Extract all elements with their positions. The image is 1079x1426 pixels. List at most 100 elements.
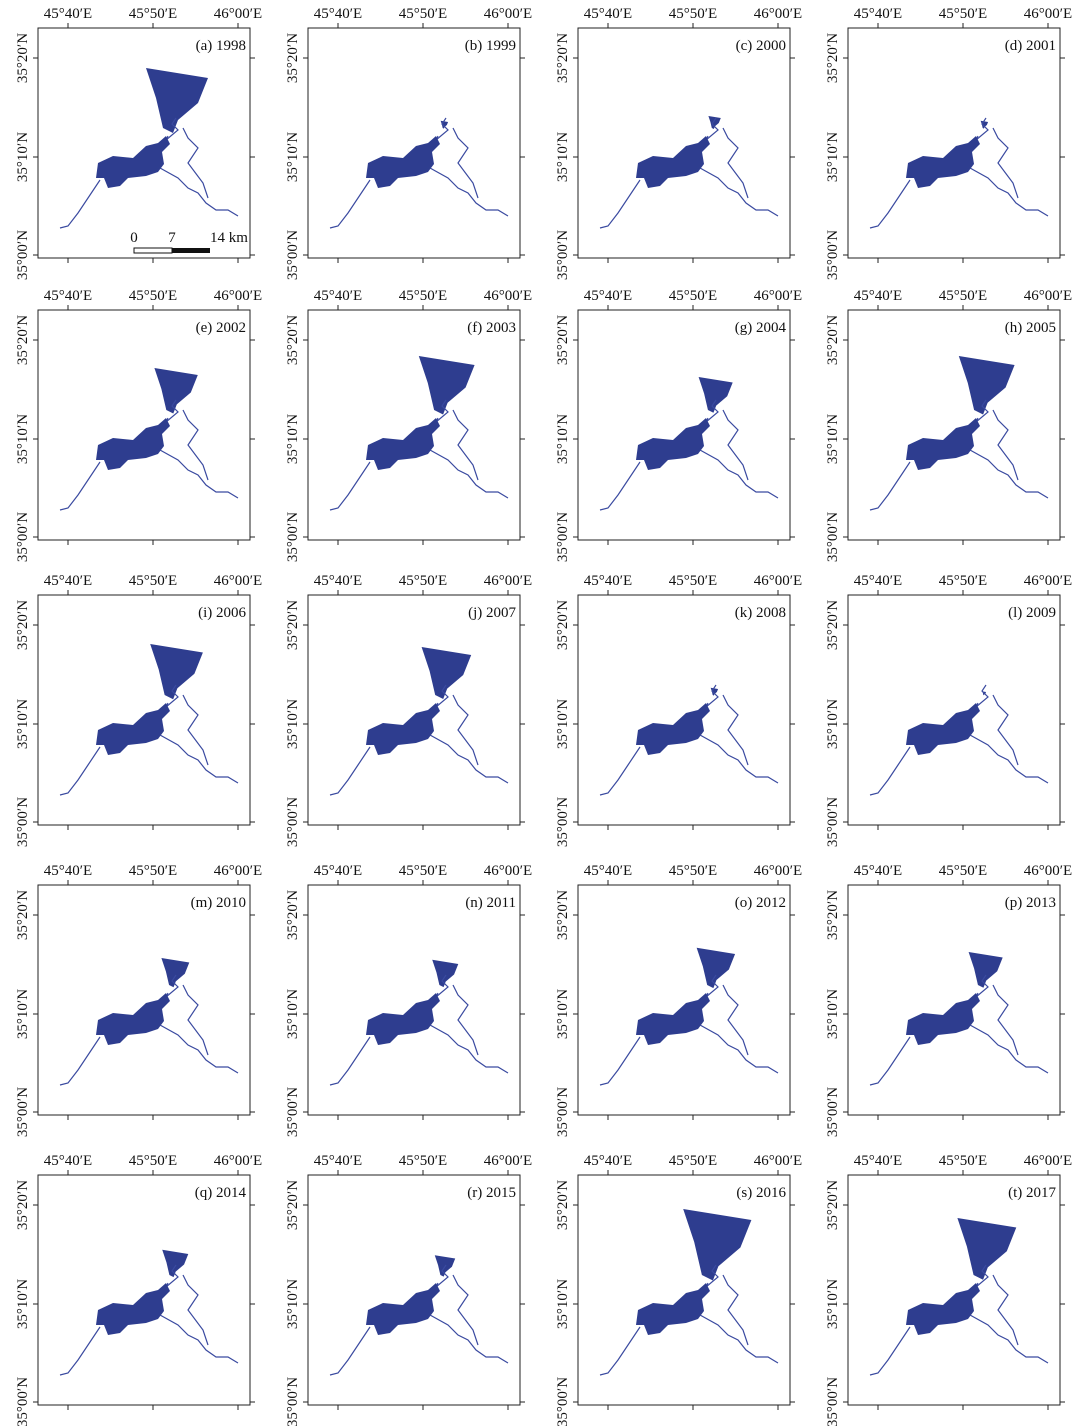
reservoir-main (906, 993, 980, 1045)
lon-tick-label: 45°40′E (44, 863, 92, 879)
river (969, 1024, 1049, 1074)
map-panel: 45°40′E 45°50′E 46°00′E 35°20′N 35°10′N 35°00… (15, 6, 262, 280)
panel-frame (307, 884, 521, 1116)
lat-tick-label: 35°00′N (825, 512, 841, 562)
panel-frame (37, 884, 251, 1116)
panel-frame (37, 594, 251, 826)
lon-tick-label: 46°00′E (214, 6, 262, 22)
lon-tick-label: 45°40′E (314, 863, 362, 879)
river (159, 449, 239, 499)
panel-frame (847, 594, 1061, 826)
reservoir-main (96, 703, 170, 755)
reservoir-upper (698, 377, 733, 413)
river (599, 179, 641, 229)
lon-tick-label: 46°00′E (1024, 6, 1072, 22)
lon-tick-label: 46°00′E (484, 6, 532, 22)
lat-tick-label: 35°00′N (15, 1087, 31, 1137)
panel-frame (577, 309, 791, 541)
river (992, 127, 1019, 199)
panel-frame (847, 309, 1061, 541)
river (599, 461, 641, 511)
panel-label: (b) 1999 (465, 38, 516, 54)
river (722, 1274, 749, 1346)
lat-tick-label: 35°00′N (15, 797, 31, 847)
map-panel: 45°40′E 45°50′E 46°00′E 35°20′N 35°10′N 35°00… (555, 1153, 802, 1426)
river (429, 167, 509, 217)
lon-tick-label: 45°40′E (44, 573, 92, 589)
lon-tick-label: 45°50′E (129, 1153, 177, 1169)
lat-tick-label: 35°10′N (15, 414, 31, 464)
river (329, 746, 371, 796)
river (59, 1036, 101, 1086)
reservoir-upper (440, 120, 449, 129)
river (992, 409, 1019, 481)
lon-tick-label: 45°40′E (854, 1153, 902, 1169)
lon-tick-label: 46°00′E (1024, 863, 1072, 879)
map-panel: 45°40′E 45°50′E 46°00′E 35°20′N 35°10′N 35°00… (555, 573, 802, 847)
reservoir-main (636, 703, 710, 755)
map-panel: 45°40′E 45°50′E 46°00′E 35°20′N 35°10′N 35°00… (285, 6, 532, 280)
river (429, 1024, 509, 1074)
lat-tick-label: 35°20′N (555, 890, 571, 940)
reservoir-upper (418, 356, 475, 415)
lat-tick-label: 35°20′N (285, 315, 301, 365)
lat-tick-label: 35°10′N (15, 699, 31, 749)
panel-label: (a) 1998 (196, 38, 246, 54)
river (329, 461, 371, 511)
river (599, 1036, 641, 1086)
reservoir-upper (710, 687, 719, 696)
lon-tick-label: 45°40′E (854, 573, 902, 589)
lat-tick-label: 35°00′N (15, 230, 31, 280)
lat-tick-label: 35°10′N (285, 699, 301, 749)
lat-tick-label: 35°00′N (285, 512, 301, 562)
lat-tick-label: 35°10′N (555, 414, 571, 464)
lon-tick-label: 46°00′E (214, 1153, 262, 1169)
scale-bar-black (172, 248, 210, 253)
panel-label: (g) 2004 (735, 320, 787, 336)
map-panel: 45°40′E 45°50′E 46°00′E 35°20′N 35°10′N 35°00… (285, 573, 532, 847)
panel-frame (37, 27, 251, 259)
lon-tick-label: 45°50′E (669, 1153, 717, 1169)
panel-frame (307, 1174, 521, 1406)
river (329, 1326, 371, 1376)
river (969, 449, 1049, 499)
lat-tick-label: 35°00′N (825, 230, 841, 280)
lon-tick-label: 45°50′E (129, 573, 177, 589)
reservoir-main (366, 136, 440, 188)
river (699, 449, 779, 499)
lat-tick-label: 35°20′N (555, 1180, 571, 1230)
lon-tick-label: 45°50′E (939, 288, 987, 304)
lat-tick-label: 35°10′N (285, 989, 301, 1039)
panel-frame (577, 884, 791, 1116)
river (869, 461, 911, 511)
panel-frame (577, 594, 791, 826)
lon-tick-label: 45°40′E (584, 1153, 632, 1169)
river (429, 449, 509, 499)
lat-tick-label: 35°20′N (825, 33, 841, 83)
river (969, 167, 1049, 217)
river (969, 1314, 1049, 1364)
lon-tick-label: 45°40′E (584, 863, 632, 879)
lon-tick-label: 45°40′E (584, 573, 632, 589)
lat-tick-label: 35°20′N (15, 315, 31, 365)
panel-label: (n) 2011 (465, 895, 516, 911)
reservoir-upper (162, 1249, 189, 1278)
panel-label: (m) 2010 (191, 895, 246, 911)
lat-tick-label: 35°00′N (285, 230, 301, 280)
river (699, 1024, 779, 1074)
lat-tick-label: 35°10′N (285, 1279, 301, 1329)
panel-frame (37, 1174, 251, 1406)
river (159, 167, 239, 217)
lat-tick-label: 35°10′N (285, 414, 301, 464)
panel-label: (i) 2006 (198, 605, 246, 621)
lon-tick-label: 45°50′E (129, 288, 177, 304)
lon-tick-label: 45°50′E (399, 6, 447, 22)
lat-tick-label: 35°00′N (15, 1377, 31, 1426)
reservoir-upper (161, 958, 190, 988)
river (722, 127, 749, 199)
reservoir-upper (432, 959, 459, 988)
lon-tick-label: 45°50′E (129, 6, 177, 22)
scale-bar-white (133, 247, 173, 254)
panel-frame (847, 884, 1061, 1116)
